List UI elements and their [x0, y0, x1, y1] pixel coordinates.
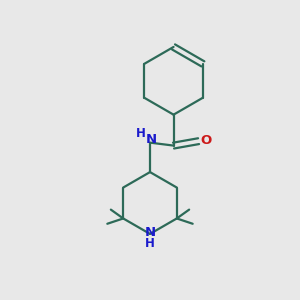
Text: N: N — [146, 133, 157, 146]
Text: N: N — [144, 226, 156, 239]
Text: H: H — [145, 237, 155, 250]
Text: H: H — [136, 127, 146, 140]
Text: O: O — [200, 134, 211, 147]
